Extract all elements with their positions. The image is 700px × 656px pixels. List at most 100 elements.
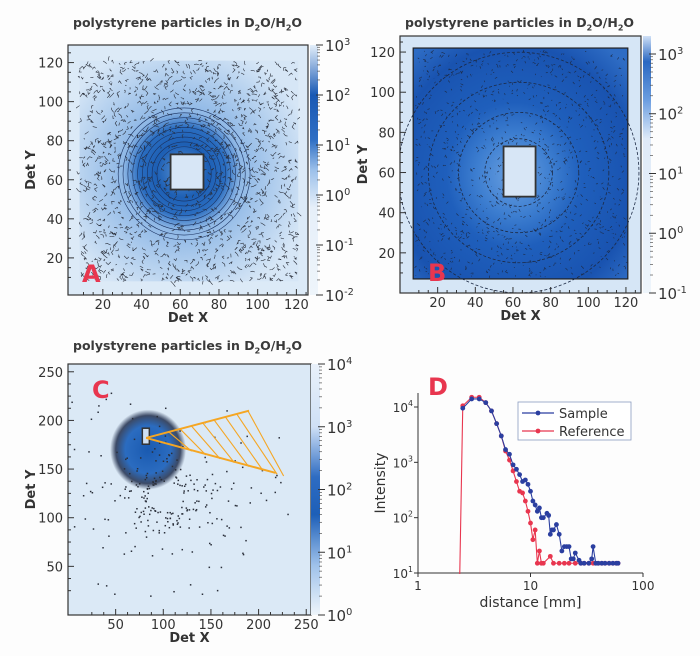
contour-line	[601, 232, 604, 234]
contour-line	[206, 262, 209, 266]
contour-line	[621, 138, 624, 140]
contour-line	[163, 180, 169, 183]
contour-line	[83, 244, 87, 250]
contour-line	[167, 267, 169, 271]
contour-line	[103, 229, 105, 232]
contour-ring	[137, 127, 231, 221]
contour-line	[460, 89, 462, 92]
contour-line	[103, 145, 107, 149]
speckle	[155, 480, 157, 483]
colorbar-gradient	[643, 36, 651, 293]
contour-line	[224, 183, 229, 188]
colorbar-tick-label: 101	[658, 165, 683, 183]
contour-line	[263, 273, 267, 277]
contour-line	[161, 207, 166, 212]
contour-line	[448, 68, 450, 71]
contour-line	[122, 119, 125, 122]
contour-line	[222, 176, 226, 178]
contour-line	[152, 161, 156, 165]
contour-line	[430, 153, 434, 157]
speckle	[161, 548, 164, 550]
contour-line	[492, 143, 494, 146]
contour-line	[122, 276, 124, 281]
contour-line	[253, 109, 257, 113]
contour-line	[234, 247, 238, 251]
contour-line	[465, 232, 468, 235]
contour-line	[142, 274, 148, 278]
contour-line	[433, 222, 435, 224]
contour-line	[106, 249, 108, 254]
data-point	[532, 527, 538, 533]
contour-line	[285, 262, 290, 266]
contour-line	[76, 171, 80, 175]
contour-line	[145, 271, 149, 274]
contour-line	[573, 213, 577, 215]
data-point	[525, 508, 531, 514]
contour-line	[578, 113, 581, 116]
contour-line	[113, 244, 115, 249]
contour-line	[284, 121, 288, 128]
contour-line	[262, 275, 267, 279]
contour-line	[274, 219, 277, 223]
speckle	[146, 497, 148, 500]
contour-line	[145, 77, 148, 81]
contour-line	[511, 211, 513, 214]
contour-line	[149, 78, 152, 82]
contour-line	[94, 157, 99, 163]
contour-line	[99, 258, 102, 262]
contour-line	[118, 223, 122, 226]
contour-line	[442, 196, 444, 199]
data-point	[559, 548, 565, 554]
contour-line	[256, 61, 259, 65]
speckle	[193, 488, 196, 491]
contour-line	[97, 276, 101, 281]
contour-line	[226, 73, 229, 77]
contour-line	[163, 254, 168, 256]
contour-line	[206, 279, 211, 283]
contour-line	[254, 200, 258, 203]
x-tick-label: 1	[414, 579, 422, 593]
contour-line	[200, 129, 204, 132]
contour-line	[590, 117, 593, 120]
contour-line	[469, 105, 472, 108]
contour-line	[234, 251, 239, 257]
contour-line	[235, 115, 238, 119]
contour-line	[425, 165, 428, 169]
contour-line	[289, 205, 295, 208]
contour-line	[622, 128, 624, 131]
contour-line	[417, 117, 419, 120]
contour-line	[84, 251, 87, 254]
speckle	[65, 517, 67, 519]
contour-line	[466, 58, 468, 60]
contour-line	[277, 268, 281, 271]
data-point	[581, 560, 587, 566]
contour-line	[548, 245, 551, 249]
contour-line	[236, 240, 239, 245]
contour-line	[468, 113, 470, 117]
contour-line	[133, 119, 138, 122]
contour-line	[173, 145, 178, 147]
contour-line	[271, 250, 274, 254]
contour-line	[213, 87, 216, 90]
contour-line	[122, 268, 125, 271]
contour-line	[618, 264, 620, 267]
contour-line	[621, 188, 625, 192]
contour-line	[190, 71, 193, 75]
speckle	[173, 482, 175, 484]
speckle	[92, 528, 95, 530]
contour-line	[231, 109, 234, 112]
contour-line	[107, 271, 111, 275]
contour-line	[431, 50, 434, 53]
speckle	[88, 451, 90, 453]
contour-line	[119, 69, 123, 75]
contour-line	[99, 269, 104, 273]
contour-line	[290, 109, 293, 114]
contour-line	[427, 218, 430, 221]
contour-line	[477, 149, 480, 153]
contour-line	[288, 224, 290, 228]
contour-line	[238, 89, 241, 93]
contour-line	[470, 169, 473, 172]
contour-line	[103, 231, 106, 234]
contour-line	[232, 125, 236, 127]
contour-line	[424, 191, 427, 195]
